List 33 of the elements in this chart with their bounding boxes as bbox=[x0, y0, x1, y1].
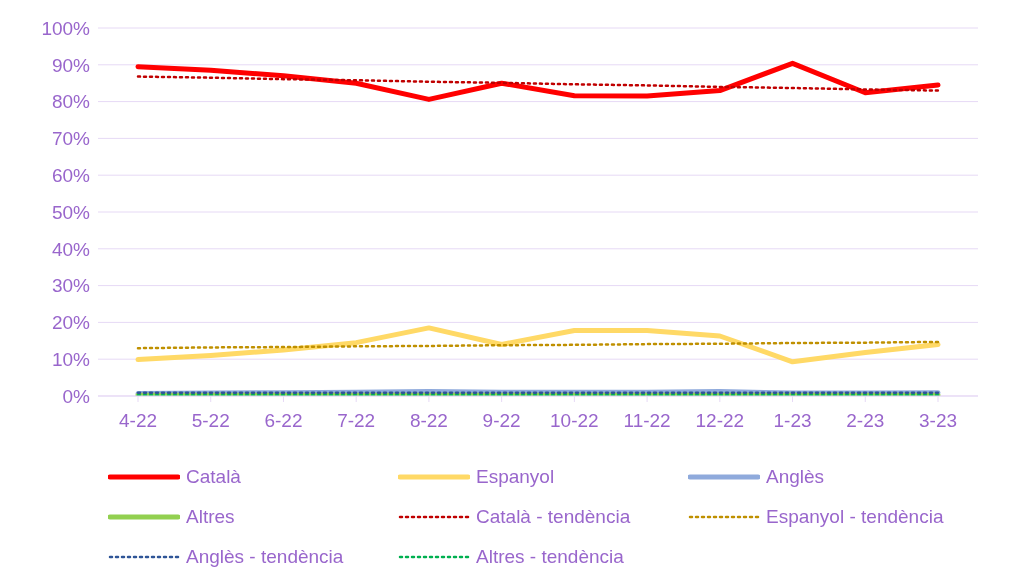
y-tick-label: 100% bbox=[41, 17, 91, 39]
x-tick-label: 4-22 bbox=[118, 410, 158, 432]
y-tick-label: 90% bbox=[51, 54, 91, 76]
y-tick-label: 30% bbox=[51, 275, 91, 297]
legend-label: Espanyol bbox=[476, 466, 555, 488]
y-tick-label: 70% bbox=[51, 128, 91, 150]
x-tick-label: 12-22 bbox=[695, 410, 745, 432]
y-tick-label: 80% bbox=[51, 91, 91, 113]
x-tick-label: 9-22 bbox=[482, 410, 521, 432]
legend-label: Altres - tendència bbox=[476, 546, 624, 568]
x-tick-label: 1-23 bbox=[773, 410, 812, 432]
line-series bbox=[136, 75, 940, 92]
y-tick-label: 50% bbox=[51, 201, 91, 223]
line-series bbox=[136, 340, 940, 350]
x-tick-label: 11-22 bbox=[623, 410, 671, 432]
x-tick-label: 6-22 bbox=[264, 410, 303, 432]
y-tick-label: 60% bbox=[51, 164, 91, 186]
y-tick-label: 20% bbox=[51, 312, 91, 334]
x-tick-label: 10-22 bbox=[550, 410, 599, 432]
y-tick-label: 10% bbox=[51, 348, 91, 370]
legend-label: Anglès - tendència bbox=[186, 546, 344, 568]
y-tick-label: 40% bbox=[51, 238, 91, 260]
legend-label: Espanyol - tendència bbox=[766, 506, 944, 528]
legend-label: Català bbox=[186, 466, 241, 488]
x-tick-label: 8-22 bbox=[409, 410, 448, 432]
legend-label: Altres bbox=[186, 506, 235, 528]
legend-label: Anglès bbox=[766, 466, 825, 488]
x-tick-label: 2-23 bbox=[846, 410, 885, 432]
x-tick-label: 3-23 bbox=[918, 410, 958, 432]
legend-label: Català - tendència bbox=[476, 506, 631, 528]
x-tick-label: 5-22 bbox=[191, 410, 230, 432]
x-tick-label: 7-22 bbox=[337, 410, 376, 432]
y-tick-label: 0% bbox=[62, 385, 91, 407]
